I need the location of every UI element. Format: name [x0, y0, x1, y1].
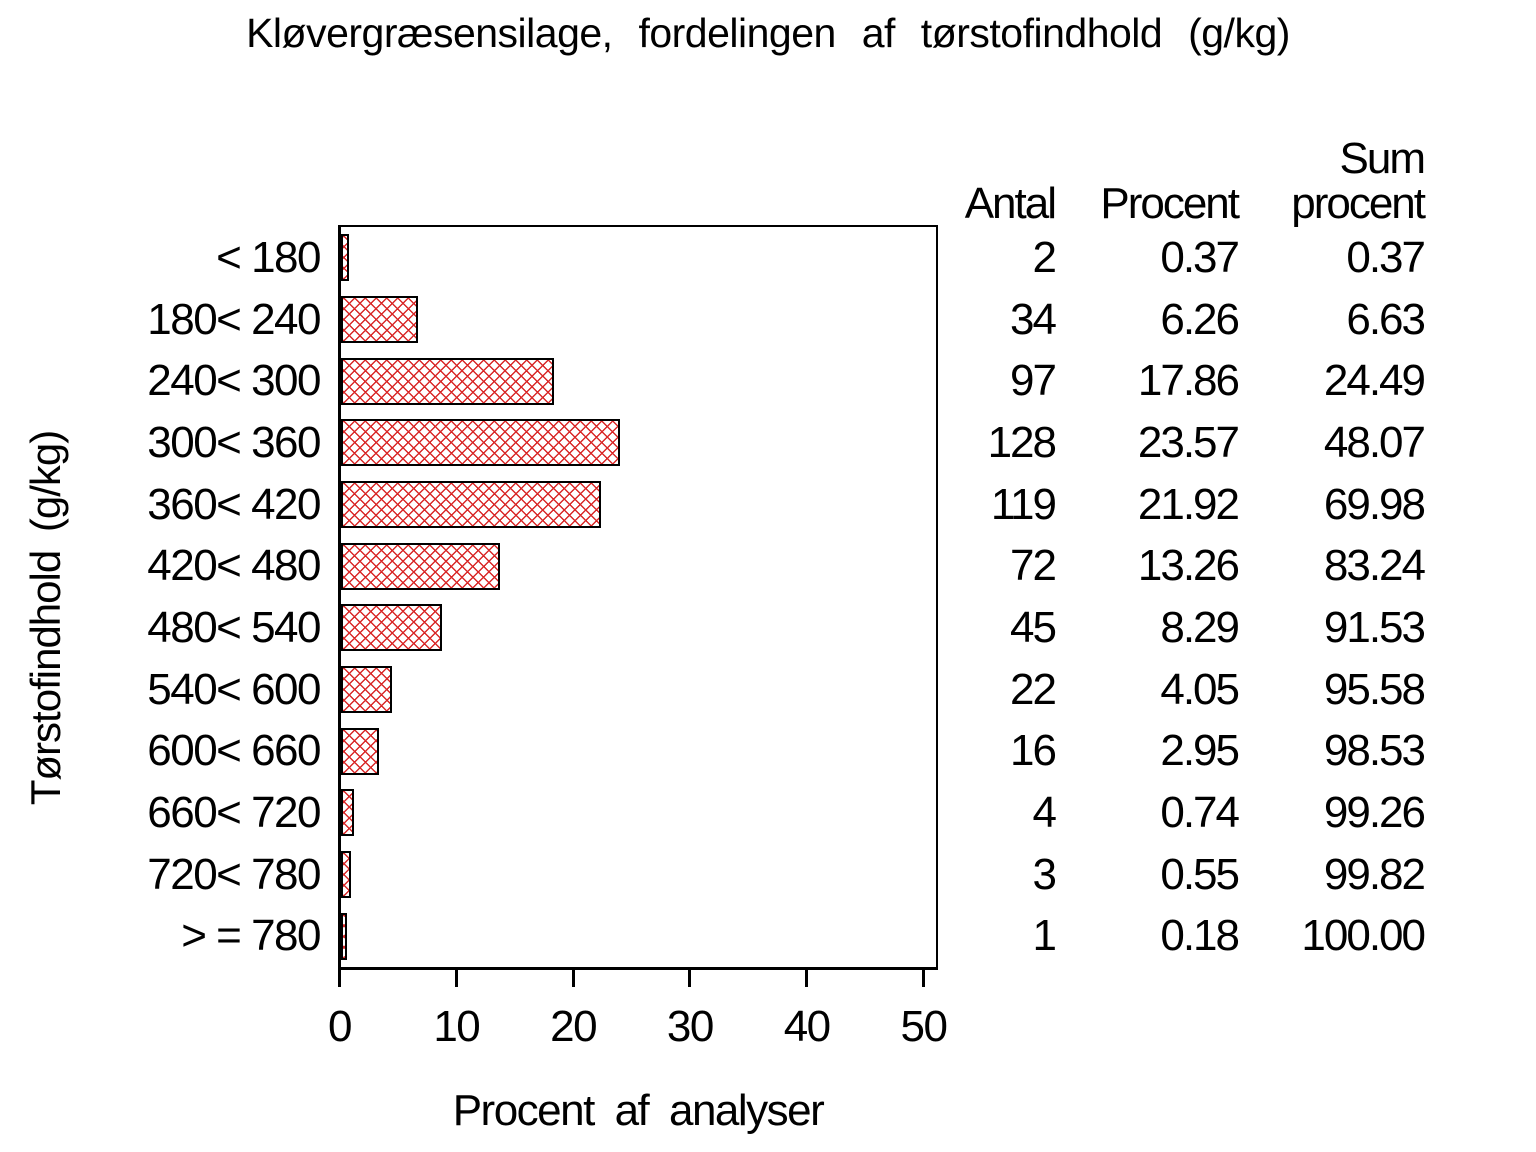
cell-sum-procent: 24.49 — [1323, 356, 1426, 406]
bar-420480 — [341, 542, 500, 590]
cell-antal: 45 — [1010, 602, 1057, 652]
cell-antal: 1 — [1032, 911, 1057, 961]
x-tick — [688, 970, 692, 987]
table-row: 119 21.92 69.98 — [940, 474, 1426, 536]
x-tick-label: 0 — [328, 1002, 352, 1051]
table-row: 16 2.95 98.53 — [940, 720, 1426, 782]
table-header-antal: Antal — [964, 179, 1057, 228]
bar-300360 — [341, 419, 621, 467]
category-label: > = 780 — [181, 911, 321, 961]
table-row: 45 8.29 91.53 — [940, 597, 1426, 659]
table-header-spacer — [940, 136, 1055, 181]
bar-360420 — [341, 481, 602, 528]
category-label: < 180 — [216, 233, 321, 282]
bar-480540 — [341, 604, 442, 652]
table-row: 4 0.74 99.26 — [940, 782, 1426, 844]
cell-procent: 23.57 — [1137, 417, 1240, 467]
cell-antal: 4 — [1032, 787, 1057, 837]
cell-sum-procent: 99.82 — [1323, 849, 1426, 899]
cell-antal: 16 — [1010, 726, 1057, 776]
table-row: 2 0.37 0.37 — [940, 227, 1426, 289]
x-tick — [454, 970, 458, 987]
cell-sum-procent: 69.98 — [1323, 479, 1426, 529]
bar-240300 — [341, 357, 554, 405]
bar-540600 — [341, 666, 393, 714]
cell-sum-procent: 6.63 — [1346, 294, 1426, 344]
table-header-procent: Procent — [1100, 179, 1240, 228]
cell-antal: 97 — [1010, 356, 1057, 406]
bar-180240 — [341, 296, 419, 343]
x-tick-label: 40 — [783, 1002, 831, 1051]
cell-sum-procent: 48.07 — [1323, 417, 1426, 467]
bar-660720 — [341, 789, 354, 837]
cell-antal: 2 — [1032, 233, 1057, 282]
cell-antal: 119 — [990, 479, 1057, 529]
cell-sum-procent: 100.00 — [1301, 911, 1426, 961]
category-label: 180< 240 — [147, 294, 321, 344]
cell-procent: 0.55 — [1160, 849, 1240, 899]
category-label: 540< 600 — [147, 664, 321, 714]
table-row: 34 6.26 6.63 — [940, 289, 1426, 351]
category-label: 720< 780 — [147, 849, 321, 899]
bar-600660 — [341, 727, 380, 775]
table-row: 1 0.18 100.00 — [940, 905, 1426, 967]
category-label: 360< 420 — [147, 479, 321, 529]
cell-antal: 128 — [987, 417, 1057, 467]
cell-antal: 34 — [1010, 294, 1057, 344]
cell-procent: 21.92 — [1137, 479, 1240, 529]
plot-area — [338, 225, 938, 970]
summary-table: 2 0.37 0.37 34 6.26 6.63 97 17.86 24.49 128 23.57 4… — [940, 227, 1426, 967]
cell-sum-procent: 83.24 — [1323, 541, 1426, 591]
cell-sum-procent: 99.26 — [1323, 787, 1426, 837]
x-tick-label: 20 — [550, 1002, 597, 1051]
category-label: 480< 540 — [147, 603, 321, 653]
bar-780 — [341, 912, 348, 960]
cell-procent: 0.37 — [1160, 233, 1240, 282]
cell-sum-procent: 91.53 — [1323, 602, 1426, 652]
category-label: 240< 300 — [147, 356, 321, 406]
x-tick — [922, 970, 925, 987]
cell-procent: 0.18 — [1160, 911, 1240, 961]
cell-sum-procent: 0.37 — [1346, 233, 1426, 282]
table-header-sum-line2: procent — [1291, 179, 1426, 228]
cell-antal: 22 — [1010, 664, 1057, 714]
table-row: 128 23.57 48.07 — [940, 412, 1426, 474]
cell-procent: 17.86 — [1137, 356, 1240, 406]
cell-sum-procent: 98.53 — [1323, 726, 1426, 776]
table-row: 97 17.86 24.49 — [940, 350, 1426, 412]
x-tick — [805, 970, 809, 987]
table-row: 3 0.55 99.82 — [940, 844, 1426, 906]
bar-720780 — [341, 851, 352, 899]
x-axis-label: Procent af analyser — [452, 1086, 825, 1135]
table-header-spacer — [1055, 136, 1238, 181]
cell-procent: 0.74 — [1160, 787, 1240, 837]
category-label: 420< 480 — [147, 541, 321, 591]
table-header-sum-line1: Sum — [1339, 134, 1426, 183]
cell-antal: 72 — [1010, 541, 1057, 591]
chart-title: Kløvergræsensilage, fordelingen af tørst… — [246, 10, 1290, 56]
x-tick — [571, 970, 575, 987]
x-tick-label: 30 — [666, 1002, 714, 1051]
y-axis-label: Tørstofindhold (g/kg) — [22, 430, 69, 806]
cell-procent: 8.29 — [1160, 602, 1240, 652]
cell-procent: 2.95 — [1160, 726, 1240, 776]
table-row: 22 4.05 95.58 — [940, 659, 1426, 721]
table-header: Sum Antal Procent procent — [940, 134, 1426, 228]
category-label: 600< 660 — [147, 726, 321, 776]
category-label: 300< 360 — [147, 418, 321, 467]
x-tick — [338, 970, 341, 987]
cell-procent: 4.05 — [1160, 664, 1240, 714]
cell-procent: 13.26 — [1137, 541, 1240, 591]
x-tick-label: 10 — [433, 1002, 480, 1051]
cell-procent: 6.26 — [1160, 294, 1240, 344]
table-row: 72 13.26 83.24 — [940, 535, 1426, 597]
bar-180 — [341, 234, 350, 282]
cell-antal: 3 — [1032, 849, 1057, 899]
category-label: 660< 720 — [147, 788, 321, 838]
cell-sum-procent: 95.58 — [1323, 664, 1426, 714]
x-tick-label: 50 — [900, 1002, 948, 1051]
